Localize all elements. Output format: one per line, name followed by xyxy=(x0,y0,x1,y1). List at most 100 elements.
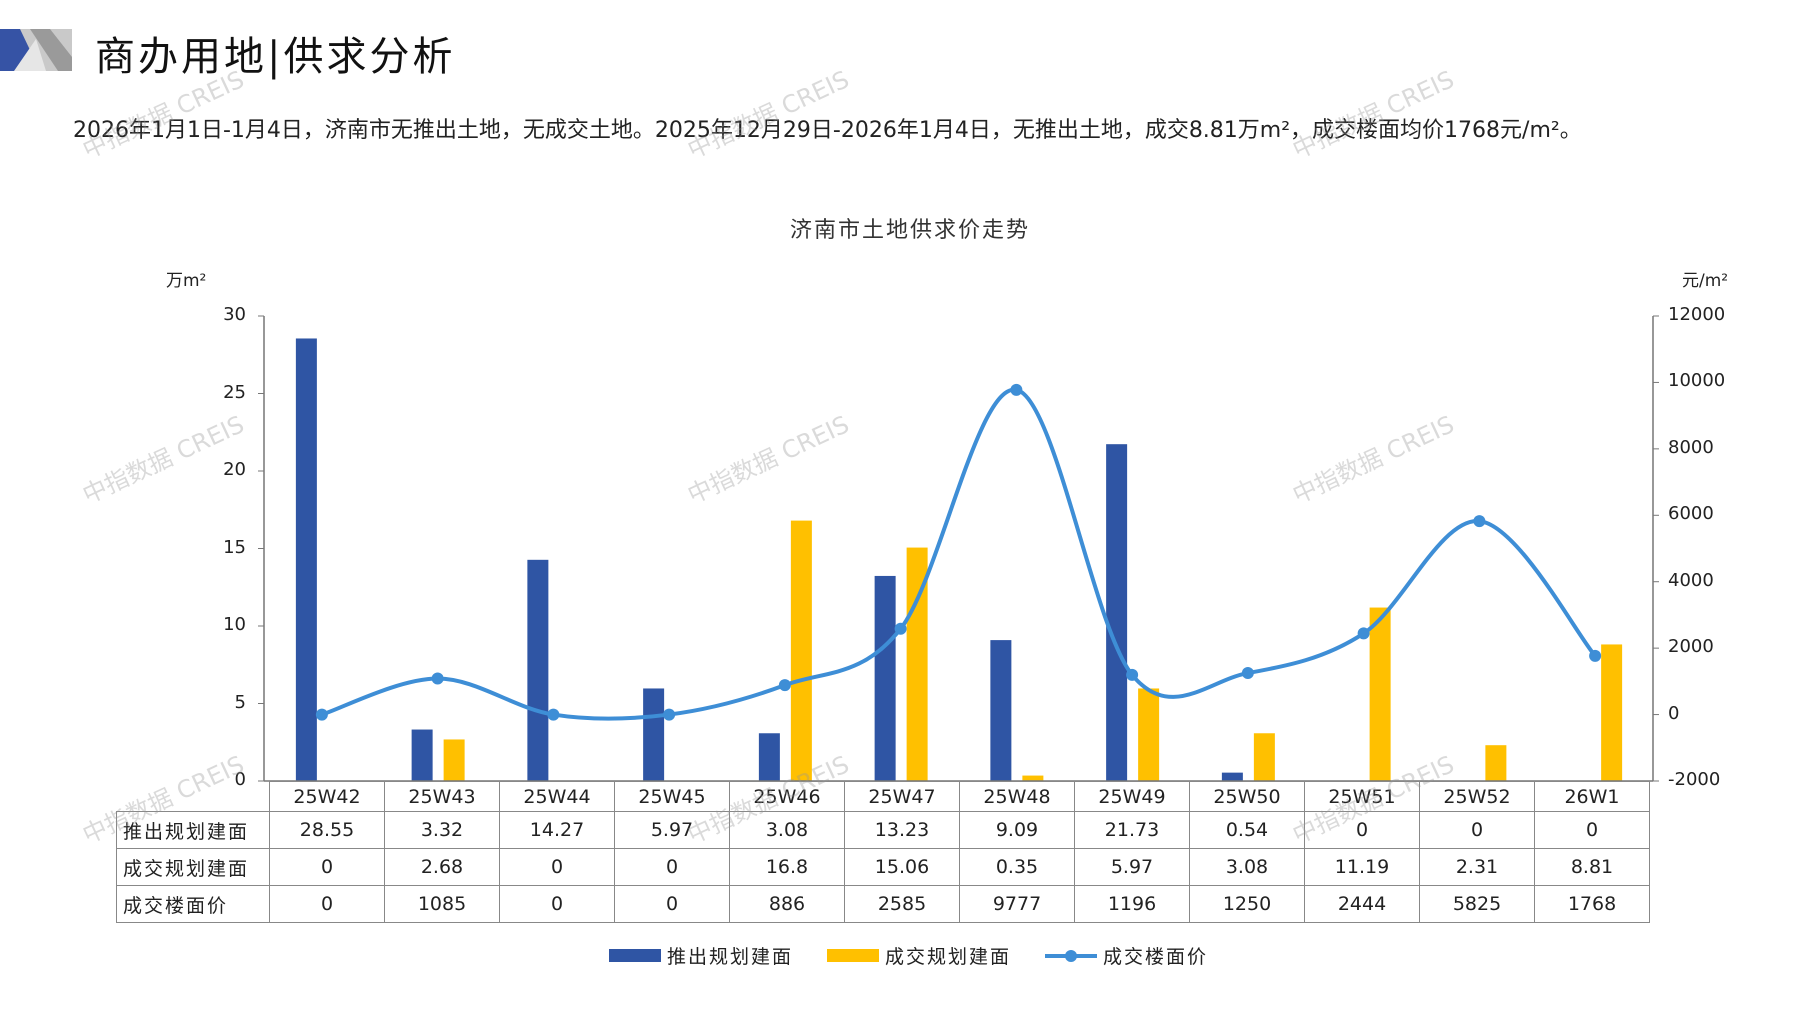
price-point xyxy=(1126,668,1139,681)
bar-deal xyxy=(906,547,928,781)
bar-supply xyxy=(527,559,549,781)
data-label: 11.19 xyxy=(1304,848,1420,886)
category-label: 25W48 xyxy=(959,781,1075,812)
data-label: 5.97 xyxy=(614,811,730,849)
bar-deal xyxy=(1138,688,1160,781)
right-tick-label: 12000 xyxy=(1668,304,1726,325)
right-tick-label: 10000 xyxy=(1668,370,1726,392)
data-label: 0 xyxy=(269,848,385,886)
left-axis-unit: 万m² xyxy=(166,271,207,291)
bar-supply xyxy=(295,338,317,781)
data-label: 13.23 xyxy=(844,811,960,849)
data-label: 0 xyxy=(269,885,385,923)
data-label: 2.68 xyxy=(384,848,500,886)
bar-supply xyxy=(990,640,1012,781)
legend-item-supply: 推出规划建面 xyxy=(608,942,793,969)
row-header: 成交楼面价 xyxy=(116,885,270,923)
right-axis-unit: 元/m² xyxy=(1682,271,1729,291)
data-label: 0.54 xyxy=(1189,811,1305,849)
category-label: 25W52 xyxy=(1419,781,1535,812)
data-label: 0.35 xyxy=(959,848,1075,886)
data-label: 1196 xyxy=(1074,885,1190,923)
left-tick-label: 15 xyxy=(223,536,246,558)
legend: 推出规划建面 成交规划建面 成交楼面价 xyxy=(10,942,1797,969)
category-label: 25W46 xyxy=(729,781,845,812)
bar-deal xyxy=(1485,745,1507,781)
data-label: 1768 xyxy=(1534,885,1650,923)
legend-swatch-price xyxy=(1045,949,1097,962)
data-label: 886 xyxy=(729,885,845,923)
category-label: 25W45 xyxy=(614,781,730,812)
bar-supply xyxy=(411,729,433,781)
data-label: 1250 xyxy=(1189,885,1305,923)
bar-supply xyxy=(1221,772,1243,781)
right-tick-label: 0 xyxy=(1668,702,1680,724)
price-point xyxy=(547,708,560,721)
legend-swatch-deal xyxy=(826,949,879,962)
left-tick-label: 5 xyxy=(234,691,246,713)
data-label: 0 xyxy=(499,885,615,923)
bar-deal xyxy=(443,739,465,781)
data-label: 3.32 xyxy=(384,811,500,849)
data-label: 1085 xyxy=(384,885,500,923)
bar-supply xyxy=(643,688,665,781)
legend-item-deal: 成交规划建面 xyxy=(826,942,1011,969)
right-tick-label: 4000 xyxy=(1668,569,1714,591)
price-point xyxy=(1010,383,1023,396)
legend-label: 成交楼面价 xyxy=(1103,946,1209,968)
page-title: 商办用地|供求分析 xyxy=(95,34,456,80)
data-label: 2444 xyxy=(1304,885,1420,923)
price-line xyxy=(321,387,1597,721)
legend-label: 成交规划建面 xyxy=(884,946,1011,968)
right-tick-label: 2000 xyxy=(1668,636,1714,658)
price-point xyxy=(1357,627,1370,640)
table-row: 成交楼面价 0 1085 0 0 886 2585 9777 1196 1250 2444 5825 1… xyxy=(116,885,1650,923)
price-point xyxy=(315,708,328,721)
right-tick-label: 6000 xyxy=(1668,503,1714,525)
table-header-row: 25W42 25W43 25W44 25W45 25W46 25W47 25W48 25W49… xyxy=(116,781,1650,812)
right-tick-label: -2000 xyxy=(1668,769,1721,790)
data-label: 2585 xyxy=(844,885,960,923)
category-label: 25W47 xyxy=(844,781,960,812)
left-tick-label: 20 xyxy=(223,459,246,480)
bar-deal xyxy=(1601,644,1623,781)
section-logo-icon xyxy=(0,29,72,71)
price-point xyxy=(1589,649,1602,662)
data-label: 21.73 xyxy=(1074,811,1190,849)
left-tick-label: 30 xyxy=(223,304,246,325)
category-label: 26W1 xyxy=(1534,781,1650,812)
data-label: 3.08 xyxy=(729,811,845,849)
data-label: 16.8 xyxy=(729,848,845,886)
data-label: 0 xyxy=(614,848,730,886)
data-label: 0 xyxy=(614,885,730,923)
category-label: 25W42 xyxy=(269,781,385,812)
row-header: 推出规划建面 xyxy=(116,811,270,849)
category-label: 25W43 xyxy=(384,781,500,812)
category-label: 25W44 xyxy=(499,781,615,812)
row-header: 成交规划建面 xyxy=(116,848,270,886)
data-label: 14.27 xyxy=(499,811,615,849)
price-point xyxy=(663,708,676,721)
data-label: 9.09 xyxy=(959,811,1075,849)
bar-deal xyxy=(790,520,812,781)
data-label: 28.55 xyxy=(269,811,385,849)
data-label: 0 xyxy=(499,848,615,886)
table-corner xyxy=(116,781,270,812)
bar-supply xyxy=(758,733,780,781)
legend-label: 推出规划建面 xyxy=(666,946,793,968)
left-tick-label: 25 xyxy=(223,381,246,403)
data-label: 3.08 xyxy=(1189,848,1305,886)
chart-title: 济南市土地供求价走势 xyxy=(789,218,1030,243)
category-label: 25W49 xyxy=(1074,781,1190,812)
left-tick-label: 10 xyxy=(223,614,246,635)
bar-supply xyxy=(874,575,896,781)
data-label: 8.81 xyxy=(1534,848,1650,886)
data-label: 5825 xyxy=(1419,885,1535,923)
data-label: 5.97 xyxy=(1074,848,1190,886)
category-label: 25W50 xyxy=(1189,781,1305,812)
price-point xyxy=(1241,667,1254,680)
summary-text: 2026年1月1日-1月4日，济南市无推出土地，无成交土地。2025年12月29… xyxy=(73,118,1582,143)
right-tick-label: 8000 xyxy=(1668,436,1714,458)
price-point xyxy=(894,622,907,635)
